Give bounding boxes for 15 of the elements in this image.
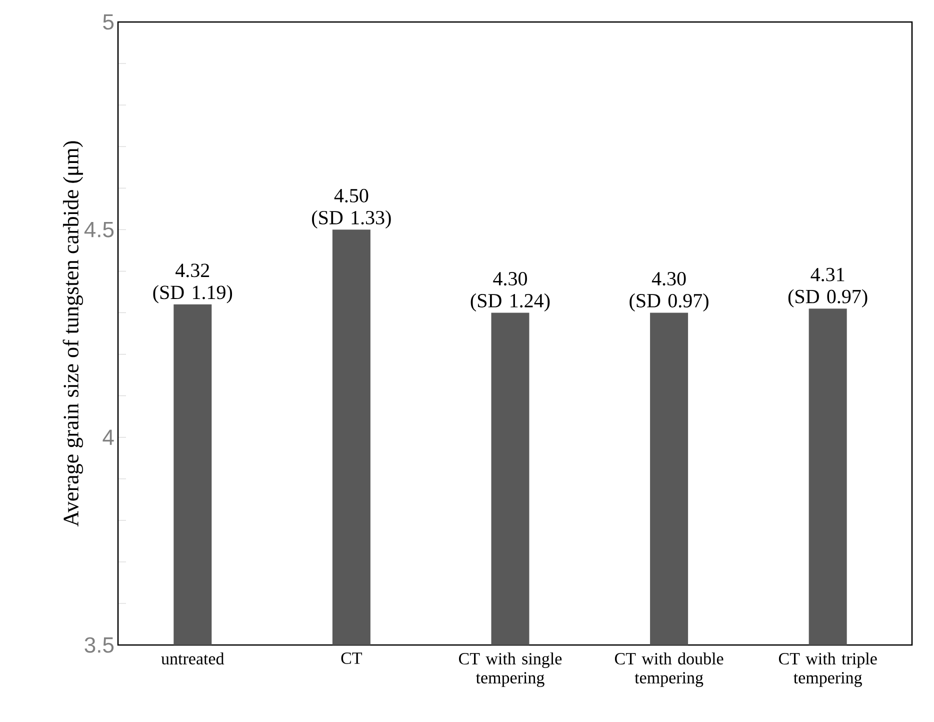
x-tick-label: untreated (161, 652, 224, 664)
y-tick-label: 3.5 (84, 637, 114, 653)
data-label: 4.30 (SD 1.24) (470, 272, 550, 312)
data-label: 4.50 (SD 1.33) (312, 188, 391, 228)
y-axis-title: Average grain size of tungsten carbide (μm) (62, 141, 84, 526)
data-label: 4.32 (SD 1.19) (153, 264, 232, 304)
x-tick-label: CT with triple tempering (778, 652, 877, 687)
x-tick-label: CT with single tempering (458, 652, 562, 687)
data-label: 4.30 (SD 0.97) (630, 272, 708, 312)
y-tick-label: 4 (102, 430, 114, 445)
x-tick-label: CT (341, 652, 362, 664)
y-tick-label: 5 (103, 14, 114, 30)
data-label: 4.31 (SD 0.97) (788, 268, 868, 308)
x-tick-label: CT with double tempering (614, 652, 724, 687)
y-tick-label: 4.5 (84, 222, 114, 238)
